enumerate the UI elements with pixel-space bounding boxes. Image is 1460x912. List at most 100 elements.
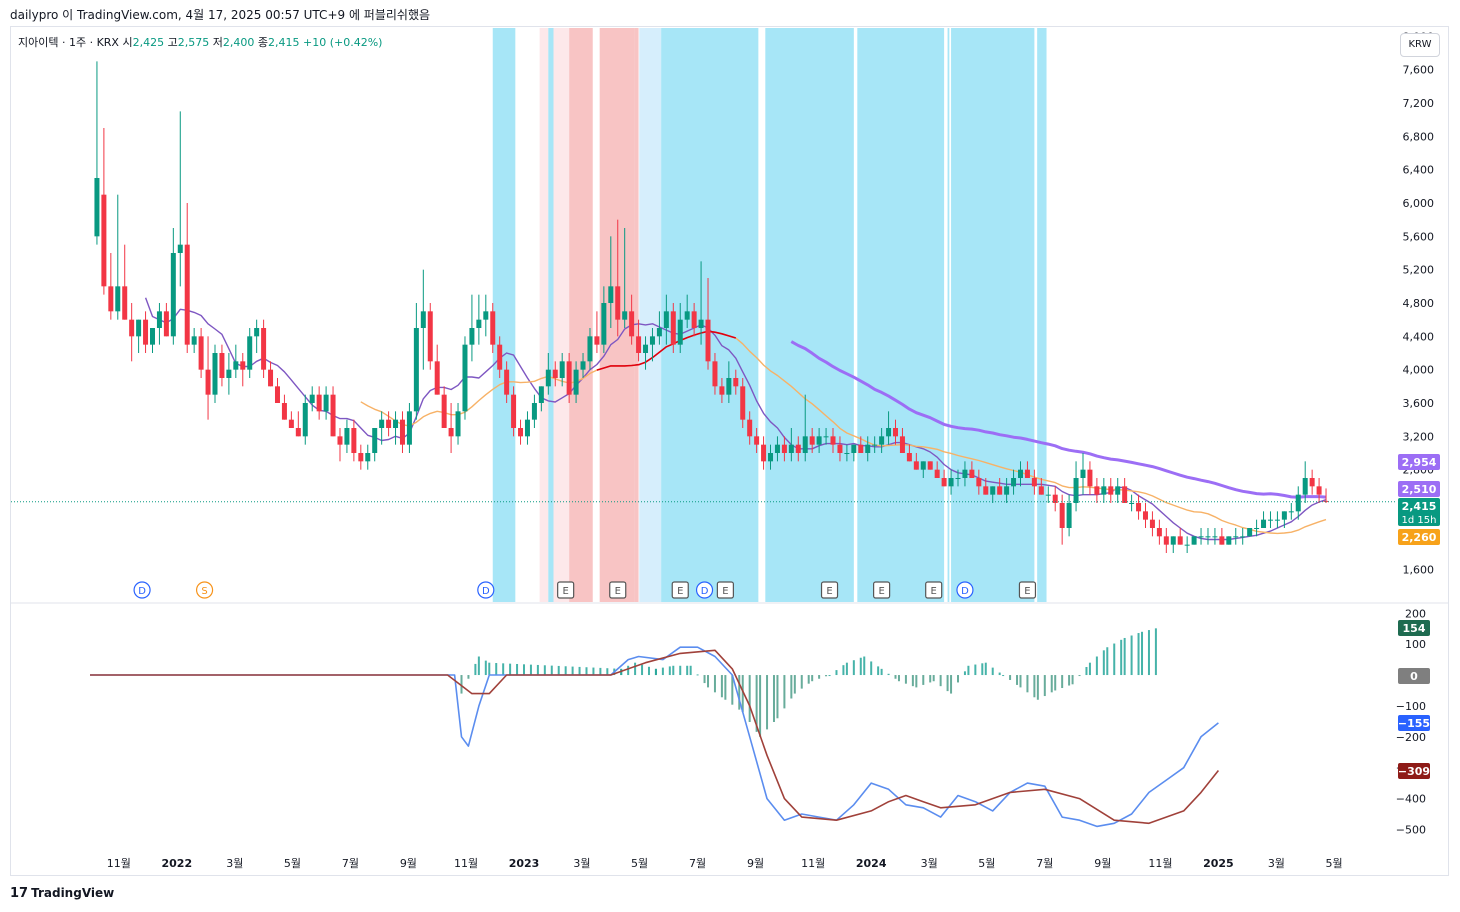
candle-body [156,311,162,328]
histogram-bar [793,675,796,694]
histogram-bar [509,663,512,676]
time-tick-label: 11월 [801,857,825,870]
candle-body [1309,478,1315,487]
close-value: 2,415 [267,36,300,49]
candle-body [1108,486,1114,495]
histogram-bar [766,675,769,730]
price-tick-label: 4,400 [1403,330,1435,343]
histogram-bar [467,675,470,679]
histogram-bar [932,675,935,682]
histogram-bar [880,668,883,676]
histogram-bar [543,665,546,676]
candle-body [1247,528,1253,537]
histogram-bar [654,668,657,676]
price-tick-label: 6,400 [1403,164,1435,177]
histogram-bar [1061,675,1064,689]
histogram-bar [495,663,498,676]
candle-body [462,344,468,412]
histogram-bar [1036,675,1039,700]
histogram-bar [811,675,814,682]
histogram-bar [679,665,682,676]
high-label: 고 [167,36,178,49]
currency-button[interactable]: KRW [1400,33,1440,57]
change-value: +10 (+0.42%) [302,36,383,49]
histogram-bar [550,665,553,676]
histogram-bar [929,675,932,683]
macd-tick-label: −400 [1396,793,1426,806]
tradingview-footer[interactable]: 17 TradingView [10,886,114,901]
earnings-marker [671,581,689,599]
candle-body [309,394,315,403]
earnings-marker [716,581,734,599]
histogram-bar [776,675,779,719]
candle-body [288,419,294,428]
candle-body [1240,536,1246,538]
candle-body [1017,469,1023,478]
candle-body [1302,478,1308,495]
dividend-marker [477,581,495,599]
moving-average-short [144,297,1327,541]
candle-body [858,444,864,453]
price-tick-label: 3,600 [1403,397,1435,410]
macd-line [90,646,1219,828]
candle-body [941,478,947,487]
histogram-bar [1019,675,1022,688]
histogram-bar [536,664,539,676]
high-value: 2,575 [177,36,210,49]
histogram-bar [1106,647,1109,676]
histogram-bar [484,660,487,676]
candle-body [136,319,142,337]
candle-body [233,361,239,370]
candle-body [781,444,787,453]
time-tick-label: 7월 [1036,857,1053,870]
event-marker-label: E [1024,586,1030,597]
event-marker-label: E [677,586,683,597]
candle-body [427,311,433,362]
candle-body [1073,478,1079,503]
candle-body [830,436,836,445]
signal-band [765,28,854,602]
candle-body [351,428,357,453]
candle-body [101,194,107,287]
candle-body [108,286,114,312]
candle-body [684,311,690,320]
histogram-bar [825,675,828,677]
histogram-bar [703,675,706,684]
histogram-bar [877,666,880,676]
candle-body [872,444,878,446]
split-marker [195,581,214,599]
candle-body [1136,503,1142,512]
candle-body [691,311,697,328]
countdown-label: 1d 15h [1402,515,1437,526]
candle-body [483,311,489,320]
candle-body [191,336,197,345]
candles [94,61,1329,553]
price-badge [1398,481,1440,497]
histogram-bar [915,675,918,688]
candle-body [948,478,954,487]
time-tick-label: 5월 [1325,857,1342,870]
footer-brand: TradingView [31,886,115,900]
signal-band [951,28,1035,602]
macd-badge-label: −309 [1398,765,1430,778]
histogram-bar [1130,635,1133,676]
candle-body [559,361,565,378]
candle-body [323,394,329,412]
time-tick-label: 5월 [631,857,648,870]
histogram-bar [647,666,650,676]
histogram-bar [689,665,692,676]
histogram-bar [686,665,689,676]
candle-body [1184,544,1190,546]
candle-body [295,428,301,437]
signal-band [492,28,516,602]
histogram-bar [1068,675,1071,686]
histogram-bar [592,667,595,676]
histogram-bar [904,675,907,684]
candle-body [955,478,961,479]
candle-body [844,453,850,454]
tradingview-logo-icon: 17 [10,886,29,901]
dividend-marker [695,581,714,599]
background-bands [492,28,1047,602]
candle-body [649,336,655,345]
